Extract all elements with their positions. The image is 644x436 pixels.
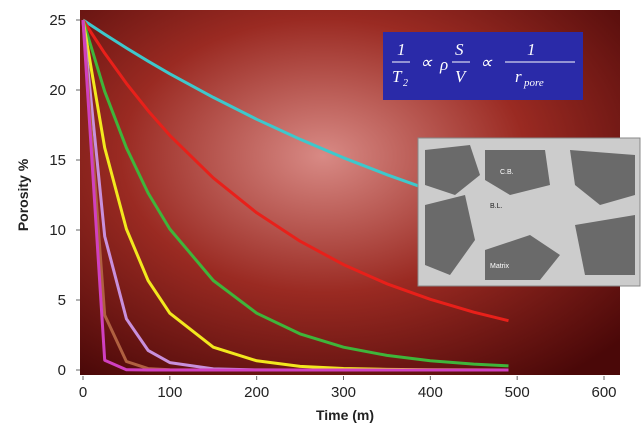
y-tick-label: 0	[58, 362, 66, 379]
chart: C.B. B.L. Matrix 1 T 2 ∝ ρ S V ∝ 1 r por…	[0, 0, 644, 431]
formula-text: 1	[397, 40, 406, 59]
formula-text: ∝	[420, 53, 433, 72]
formula-text: S	[455, 40, 464, 59]
formula-text: 1	[527, 40, 536, 59]
x-tick-label: 500	[505, 384, 530, 401]
x-tick-label: 0	[79, 384, 87, 401]
inset-label: Matrix	[490, 263, 510, 270]
y-tick-label: 20	[49, 82, 66, 99]
formula-text: ∝	[480, 53, 493, 72]
formula-text: T	[392, 67, 403, 86]
x-tick-label: 300	[331, 384, 356, 401]
y-tick-label: 15	[49, 152, 66, 169]
inset: C.B. B.L. Matrix	[418, 138, 640, 286]
x-tick-label: 600	[591, 384, 616, 401]
inset-label: B.L.	[490, 203, 503, 210]
formula-text: ρ	[439, 55, 448, 74]
y-tick-label: 25	[49, 12, 66, 29]
formula-text: pore	[523, 77, 544, 89]
formula-text: 2	[403, 78, 408, 89]
x-tick-label: 100	[157, 384, 182, 401]
x-tick-label: 200	[244, 384, 269, 401]
formula: 1 T 2 ∝ ρ S V ∝ 1 r pore	[383, 32, 583, 100]
x-axis-label: Time (m)	[316, 407, 374, 423]
y-tick-label: 5	[58, 292, 66, 309]
inset-label: C.B.	[500, 169, 514, 176]
x-tick-label: 400	[418, 384, 443, 401]
y-axis-label: Porosity %	[15, 158, 31, 231]
formula-text: r	[515, 67, 522, 86]
y-tick-label: 10	[49, 222, 66, 239]
